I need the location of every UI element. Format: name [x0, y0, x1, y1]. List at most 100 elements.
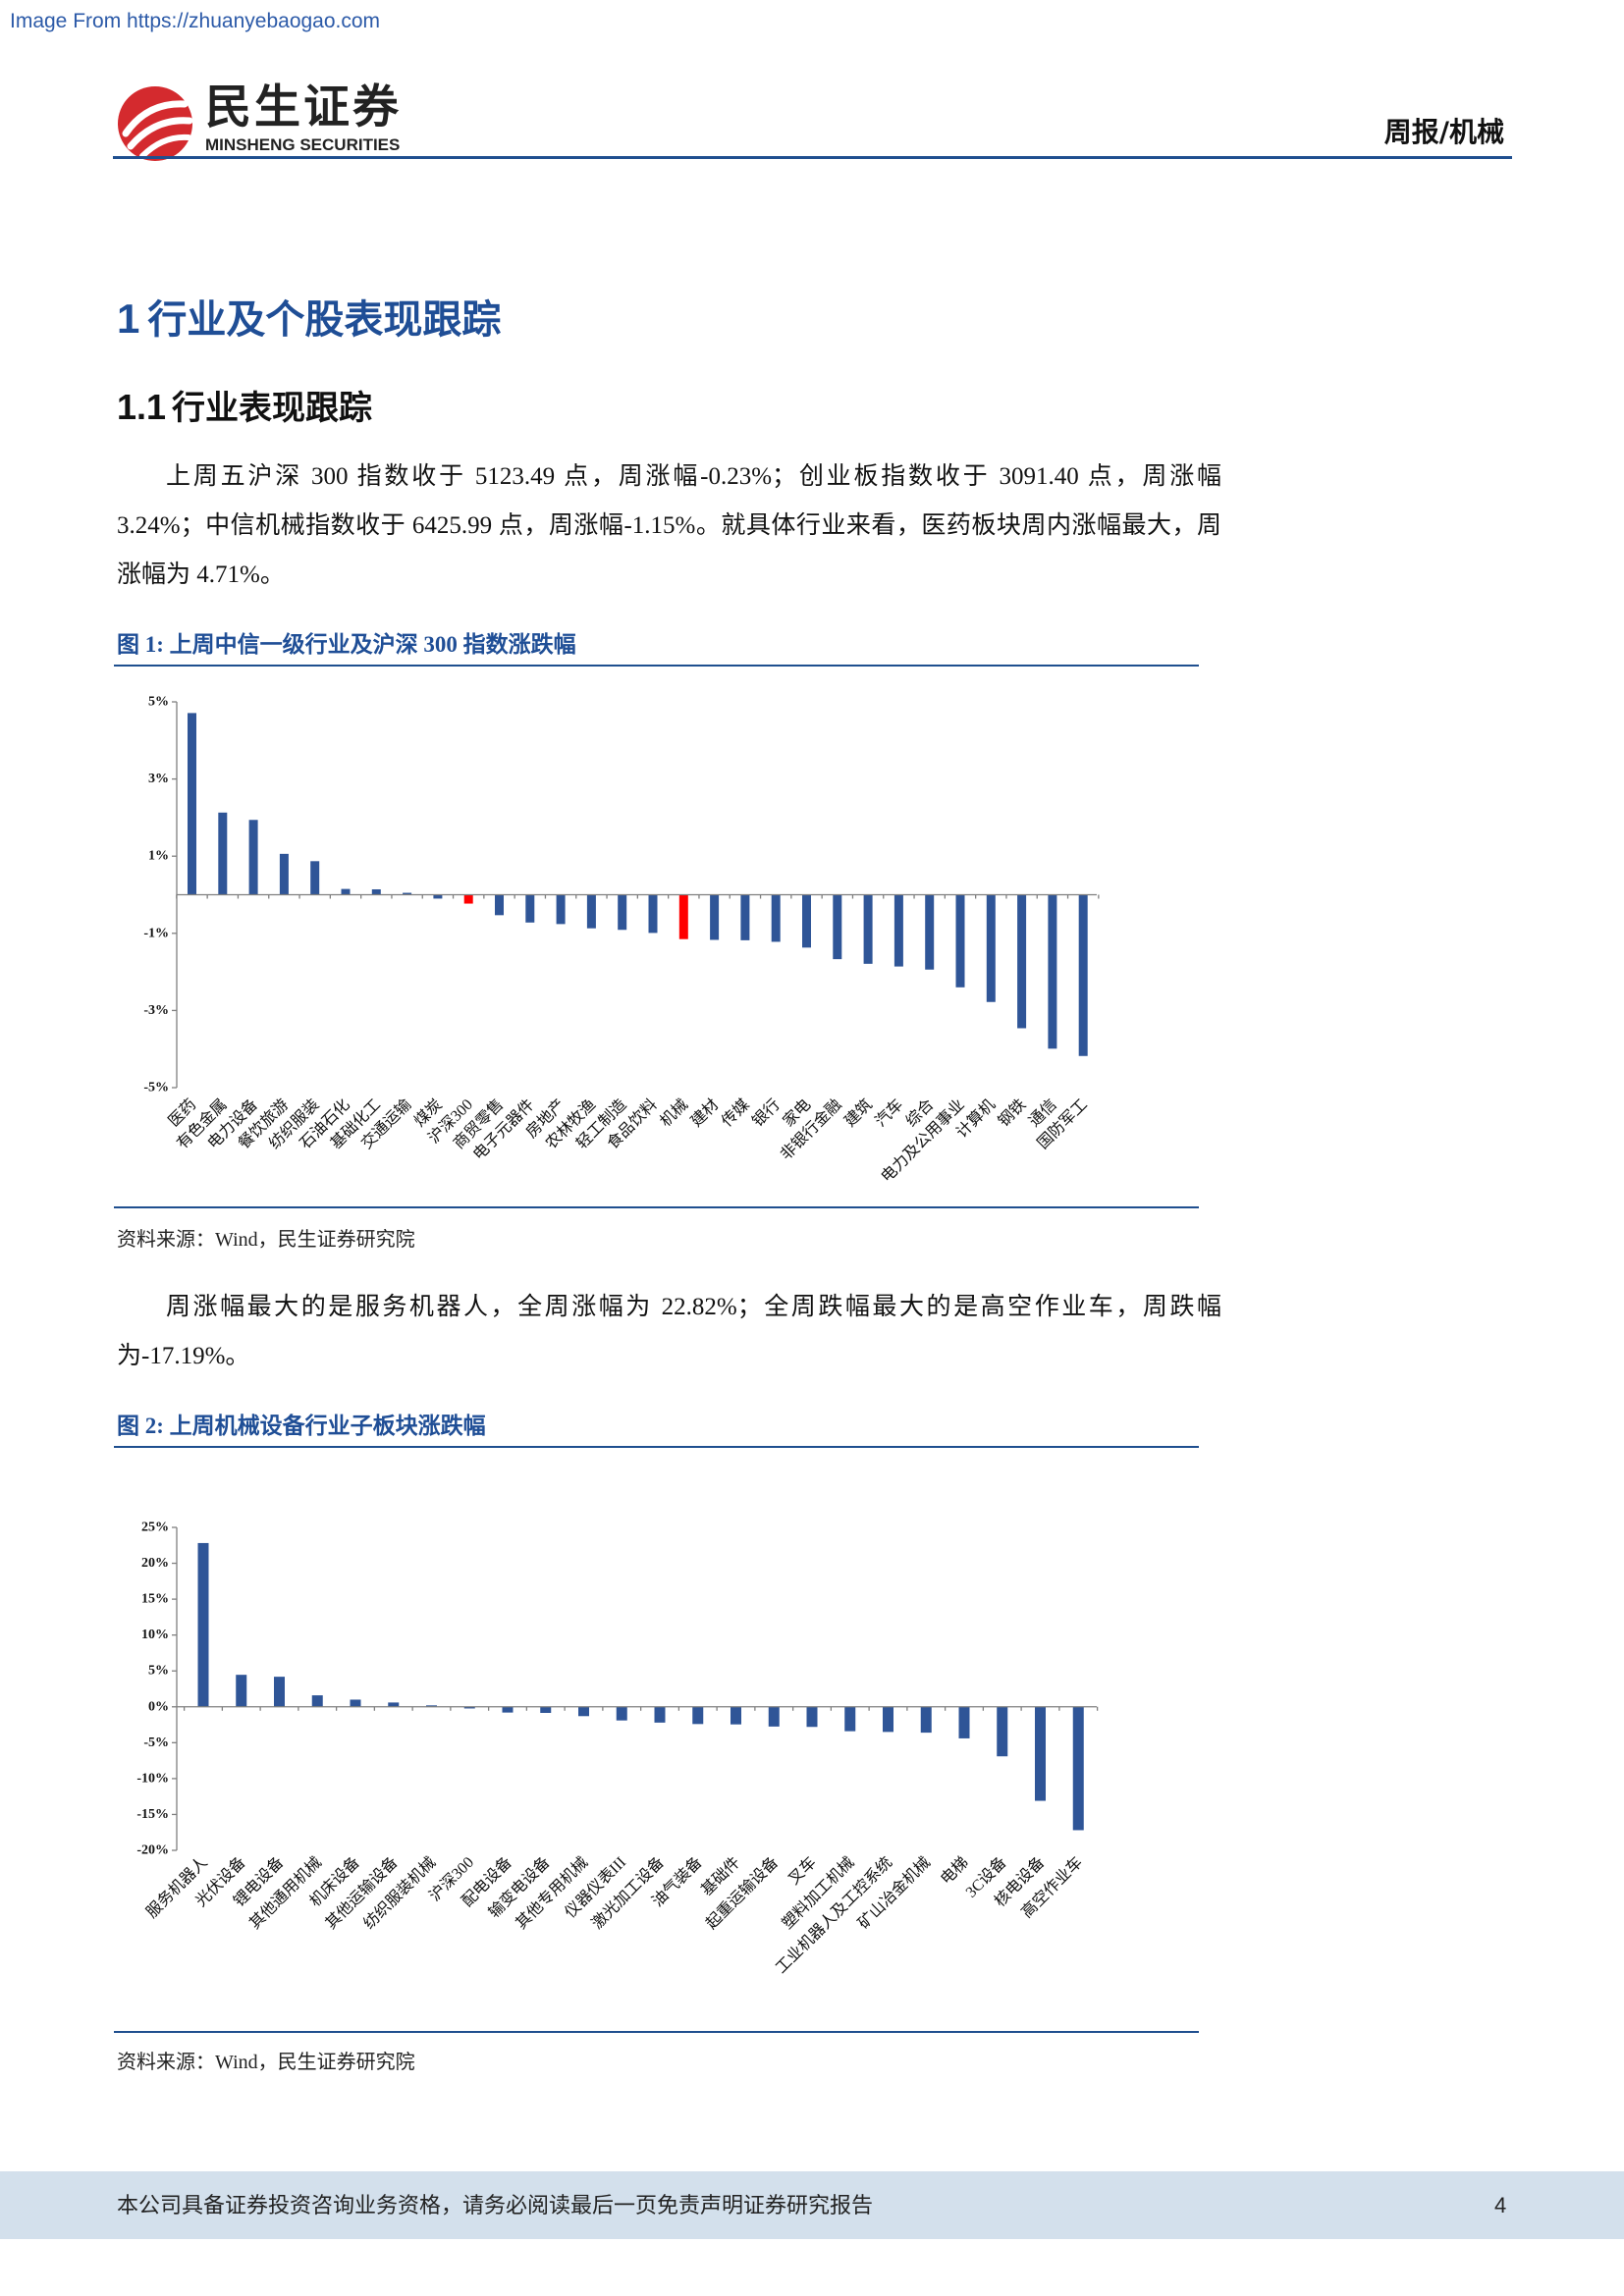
subsection-heading: 1.1 行业表现跟踪: [117, 381, 372, 430]
chart1-bar: [495, 894, 504, 916]
chart2-bar: [883, 1706, 893, 1733]
body-paragraph: 上周五沪深 300 指数收于 5123.49 点，周涨幅-0.23%；创业板指数…: [117, 463, 1221, 588]
subsection-title: 行业表现跟踪: [172, 391, 373, 427]
chart1-bar: [525, 894, 535, 923]
chart1-bar: [371, 888, 381, 895]
chart1-bar: [586, 894, 596, 929]
brand-logo: [118, 86, 193, 161]
chart1-bar: [433, 894, 443, 899]
chart2-bar: [426, 1705, 437, 1707]
chart2-bar: [806, 1706, 818, 1728]
section-title: 行业及个股表现跟踪: [147, 297, 502, 342]
section-heading: 1 行业及个股表现跟踪: [117, 288, 501, 346]
chart2-bar: [311, 1695, 323, 1707]
chart1-x-label: 建材: [687, 1095, 722, 1130]
machinery-subsector-bar-chart: 25%20%15%10%5%0%-5%-10%-15%-20%服务机器人光伏设备…: [136, 1521, 1099, 1977]
chart2-bar: [692, 1706, 704, 1725]
chart2-bar: [236, 1675, 247, 1707]
chart1-bar: [403, 892, 412, 895]
chart2-bar: [463, 1706, 475, 1709]
chart2-y-tick-label: 0%: [148, 1699, 169, 1714]
chart2-bar: [578, 1706, 589, 1717]
chart2-y-tick-label: 15%: [141, 1592, 169, 1607]
subsection-number: 1.1: [117, 387, 167, 427]
chart2-y-tick-label: 25%: [141, 1521, 169, 1535]
chart1-x-label: 汽车: [872, 1095, 906, 1130]
chart2-bar: [502, 1706, 514, 1713]
chart1-x-label: 传媒: [718, 1095, 752, 1130]
chart1-bar: [279, 853, 289, 895]
report-type-label: 周报/机械: [1383, 116, 1504, 148]
figure-caption: 图 2: 上周机械设备行业子板块涨跌幅: [117, 1414, 486, 1438]
chart1-bar: [248, 820, 258, 895]
chart2-y-tick-label: -10%: [136, 1771, 169, 1786]
chart1-bar: [678, 894, 688, 939]
chart2-bar: [540, 1706, 552, 1713]
chart1-y-tick-label: 1%: [148, 849, 169, 864]
chart1-bar: [986, 894, 996, 1002]
chart1-bar: [648, 894, 658, 934]
figure-source: 资料来源：Wind，民生证券研究院: [117, 1229, 415, 1251]
chart2-x-label: 电梯: [937, 1853, 971, 1888]
chart2-y-tick-label: -15%: [136, 1807, 169, 1822]
chart1-bar: [556, 894, 566, 925]
figure-top-rule: [114, 665, 1199, 667]
brand-name-cn: 民生证券: [205, 80, 402, 134]
chart1-bar: [463, 894, 473, 904]
brand-name-en: MINSHENG SECURITIES: [205, 135, 401, 154]
chart2-bar: [958, 1706, 970, 1738]
chart1-bar: [833, 894, 842, 960]
chart1-y-tick-label: -1%: [143, 926, 169, 940]
chart2-y-tick-label: -5%: [143, 1735, 169, 1750]
source-watermark: Image From https://zhuanyebaogao.com: [10, 10, 381, 32]
logo-stripe: [139, 133, 191, 159]
chart2-bar: [197, 1542, 209, 1707]
page-footer: 本公司具备证券投资咨询业务资格，请务必阅读最后一页免责声明证券研究报告 4: [0, 2171, 1624, 2239]
chart2-bar: [350, 1699, 361, 1707]
chart2-bar: [1035, 1706, 1046, 1801]
chart1-bar: [771, 894, 781, 942]
figure-top-rule: [114, 1446, 1199, 1448]
header-divider: [113, 156, 1512, 159]
chart2-y-tick-label: 20%: [141, 1556, 169, 1571]
chart1-bar: [802, 894, 811, 948]
figure-bottom-rule: [114, 2031, 1199, 2033]
chart2-bar: [274, 1677, 285, 1707]
chart1-y-tick-label: 3%: [148, 772, 169, 786]
chart1-y-tick-label: 5%: [148, 695, 169, 710]
chart1-bar: [740, 894, 750, 940]
chart1-y-tick-label: -5%: [143, 1081, 169, 1095]
chart1-x-label: 钢铁: [995, 1095, 1029, 1130]
logo-stripe: [127, 117, 193, 150]
page-number: 4: [1494, 2193, 1507, 2217]
chart2-y-tick-label: -20%: [136, 1843, 169, 1858]
chart1-bar: [955, 894, 965, 988]
chart2-bar: [388, 1702, 400, 1707]
chart2-bar: [616, 1706, 627, 1721]
chart2-bar: [997, 1706, 1008, 1757]
chart2-bar: [1072, 1706, 1084, 1831]
chart1-bar: [1017, 894, 1027, 1029]
chart2-bar: [654, 1706, 666, 1723]
chart1-x-label: 机械: [657, 1095, 691, 1130]
chart2-y-tick-label: 5%: [148, 1664, 169, 1679]
chart1-bar: [618, 894, 627, 931]
chart1-bar: [1078, 894, 1088, 1056]
chart2-bar: [731, 1706, 741, 1725]
chart1-x-label: 建筑: [841, 1095, 876, 1130]
chart2-y-tick-label: 10%: [141, 1628, 169, 1642]
body-paragraph: 周涨幅最大的是服务机器人，全周涨幅为 22.82%；全周跌幅最大的是高空作业车，…: [117, 1294, 1221, 1369]
chart1-x-label: 银行: [749, 1095, 784, 1130]
chart1-bar: [863, 894, 873, 964]
chart1-bar: [710, 894, 720, 940]
chart1-bar: [341, 888, 351, 895]
chart1-bar: [1048, 894, 1057, 1049]
figure-caption: 图 1: 上周中信一级行业及沪深 300 指数涨跌幅: [117, 632, 576, 657]
industry-return-bar-chart: 5%3%1%-1%-3%-5%医药有色金属电力设备餐饮旅游纺织服装石油石化基础化…: [143, 695, 1100, 1186]
logo-stripe: [122, 100, 189, 137]
chart2-bar: [844, 1706, 856, 1732]
chart2-bar: [920, 1706, 932, 1734]
chart1-bar: [218, 812, 228, 895]
chart1-bar: [925, 894, 935, 970]
